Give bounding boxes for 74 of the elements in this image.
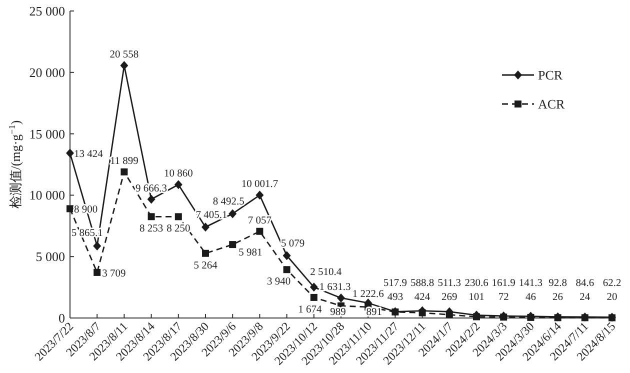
point [527, 314, 534, 321]
y-tick-label: 15 000 [29, 126, 65, 142]
data-label: 989 [330, 307, 346, 318]
point [581, 314, 588, 322]
point [66, 205, 74, 212]
point [337, 293, 345, 302]
point [418, 309, 426, 316]
point [94, 268, 101, 276]
point [202, 250, 209, 257]
point [256, 228, 264, 235]
point [174, 213, 182, 220]
data-label: 2 510.4 [310, 267, 342, 278]
y-tick-label: 25 000 [29, 4, 65, 18]
point [202, 222, 210, 232]
point [147, 194, 156, 204]
data-label: 24 [580, 292, 590, 303]
data-label: 72 [498, 292, 509, 303]
data-label: 7 057 [248, 215, 272, 226]
data-label: 13 424 [74, 149, 103, 160]
point [93, 241, 102, 250]
data-label: 101 [468, 292, 484, 303]
data-label: 1 674 [298, 304, 322, 316]
data-label: 511.3 [438, 278, 462, 289]
point [66, 148, 74, 158]
point [310, 294, 318, 301]
data-label: 269 [442, 292, 458, 303]
legend-label: ACR [538, 96, 566, 112]
data-label: 1 631.3 [319, 282, 351, 293]
data-label: 1 222.6 [352, 288, 384, 300]
legend-label: PCR [538, 68, 563, 82]
data-label: 20 558 [110, 50, 139, 61]
data-label: 493 [387, 292, 404, 303]
point [310, 282, 318, 292]
point [228, 209, 237, 218]
point [446, 311, 453, 318]
data-label: 20 [606, 292, 618, 303]
data-label: 141.3 [518, 278, 543, 289]
point [229, 241, 236, 248]
data-label: 10 001.7 [241, 179, 278, 190]
point [256, 190, 264, 200]
y-tick-label: 10 000 [29, 188, 65, 203]
y-tick-label: 20 000 [29, 64, 65, 80]
data-label: 891 [366, 307, 382, 318]
y-tick-label: 0 [58, 310, 65, 326]
data-label: 161.9 [492, 278, 516, 289]
data-label: 84.6 [576, 278, 594, 289]
point [174, 180, 182, 190]
point [282, 251, 291, 260]
point [120, 61, 128, 70]
point [554, 314, 562, 322]
data-label: 8 250 [166, 224, 190, 235]
data-label: 11 899 [110, 156, 138, 167]
data-label: 230.6 [464, 278, 488, 289]
data-label: 8 492.5 [212, 196, 244, 208]
data-label: 26 [552, 292, 564, 303]
point [120, 168, 128, 176]
data-label: 588.8 [410, 278, 434, 289]
data-label: 517.9 [383, 278, 408, 289]
point [500, 314, 508, 321]
point [392, 308, 399, 316]
y-tick-label: 5 000 [36, 249, 65, 264]
data-label: 424 [414, 292, 430, 303]
data-label: 92.8 [548, 278, 567, 289]
point [473, 313, 480, 320]
data-label: 5 981 [238, 248, 262, 259]
data-label: 5 264 [194, 260, 218, 272]
data-label: 46 [525, 292, 536, 303]
data-label: 62.2 [602, 278, 622, 289]
data-label: 8 253 [140, 224, 164, 235]
data-label: 3 709 [102, 268, 126, 280]
point [148, 213, 155, 220]
data-label: 10 860 [164, 168, 193, 180]
data-label: 3 940 [266, 276, 291, 288]
point [283, 266, 290, 274]
